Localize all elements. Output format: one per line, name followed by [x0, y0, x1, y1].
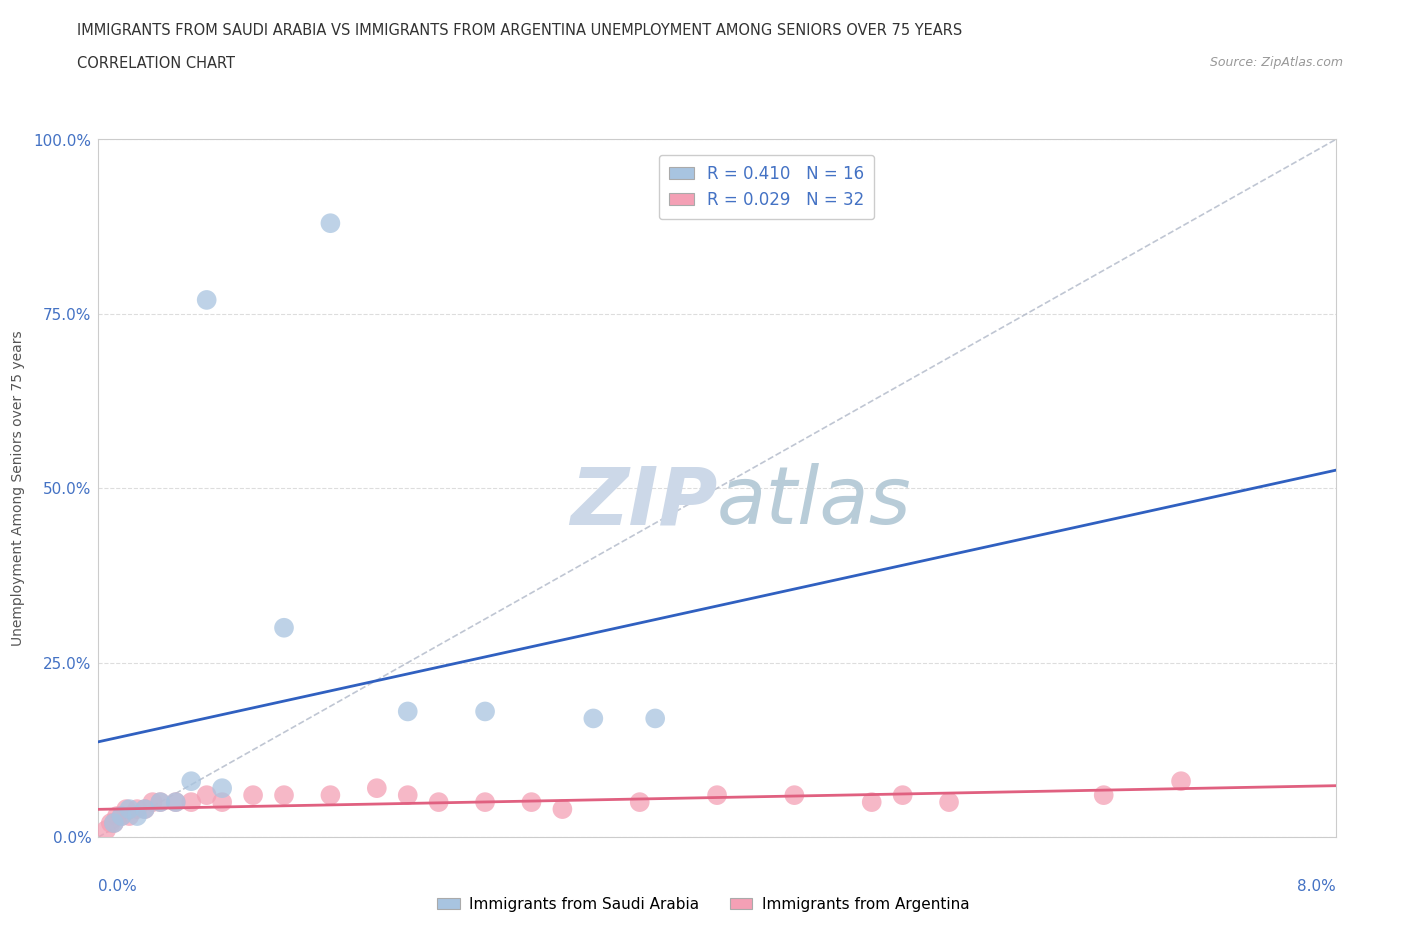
Point — [111, 809, 132, 824]
Point — [211, 781, 233, 796]
Point — [474, 794, 496, 809]
Point — [180, 794, 202, 809]
Point — [551, 802, 574, 817]
Point — [891, 788, 914, 803]
Point — [96, 823, 118, 837]
Point — [165, 794, 187, 809]
Point — [165, 794, 187, 809]
Text: 0.0%: 0.0% — [98, 879, 138, 894]
Point — [127, 809, 149, 824]
Point — [319, 216, 342, 231]
Point — [195, 292, 218, 307]
Point — [273, 788, 295, 803]
Point — [628, 794, 651, 809]
Text: atlas: atlas — [717, 463, 912, 541]
Text: ZIP: ZIP — [569, 463, 717, 541]
Point — [1092, 788, 1115, 803]
Text: IMMIGRANTS FROM SAUDI ARABIA VS IMMIGRANTS FROM ARGENTINA UNEMPLOYMENT AMONG SEN: IMMIGRANTS FROM SAUDI ARABIA VS IMMIGRAN… — [77, 23, 963, 38]
Point — [474, 704, 496, 719]
Text: CORRELATION CHART: CORRELATION CHART — [77, 56, 235, 71]
Point — [319, 788, 342, 803]
Point — [134, 802, 156, 817]
Point — [938, 794, 960, 809]
Point — [396, 788, 419, 803]
Point — [644, 711, 666, 725]
Text: Source: ZipAtlas.com: Source: ZipAtlas.com — [1209, 56, 1343, 69]
Point — [118, 802, 141, 817]
Point — [396, 704, 419, 719]
Point — [860, 794, 883, 809]
Point — [180, 774, 202, 789]
Point — [127, 802, 149, 817]
Point — [149, 794, 172, 809]
Point — [105, 809, 128, 824]
Point — [582, 711, 605, 725]
Legend: Immigrants from Saudi Arabia, Immigrants from Argentina: Immigrants from Saudi Arabia, Immigrants… — [430, 891, 976, 918]
Point — [366, 781, 388, 796]
Point — [520, 794, 543, 809]
Text: 8.0%: 8.0% — [1296, 879, 1336, 894]
Point — [427, 794, 450, 809]
Point — [706, 788, 728, 803]
Point — [118, 809, 141, 824]
Point — [211, 794, 233, 809]
Point — [103, 816, 125, 830]
Point — [141, 794, 165, 809]
Point — [1170, 774, 1192, 789]
Point — [100, 816, 122, 830]
Point — [103, 816, 125, 830]
Point — [783, 788, 806, 803]
Point — [134, 802, 156, 817]
Point — [242, 788, 264, 803]
Point — [149, 794, 172, 809]
Point — [111, 809, 132, 824]
Legend: R = 0.410   N = 16, R = 0.029   N = 32: R = 0.410 N = 16, R = 0.029 N = 32 — [659, 154, 875, 219]
Point — [115, 802, 138, 817]
Y-axis label: Unemployment Among Seniors over 75 years: Unemployment Among Seniors over 75 years — [11, 330, 25, 646]
Point — [195, 788, 218, 803]
Point — [273, 620, 295, 635]
